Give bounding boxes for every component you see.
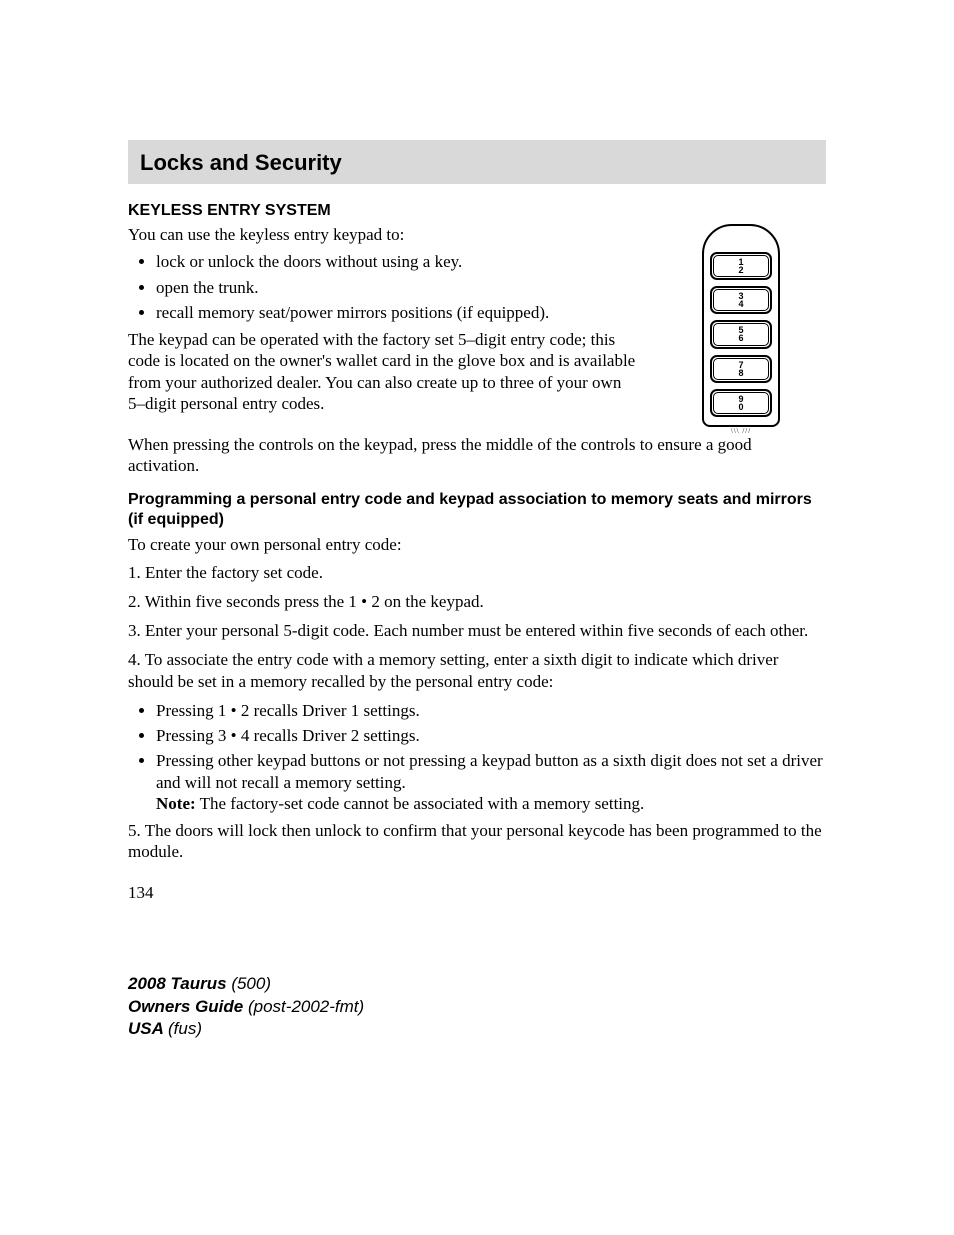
list-item: Pressing 1 • 2 recalls Driver 1 settings… bbox=[156, 700, 826, 721]
keypad-body: 1 2 3 4 5 6 bbox=[702, 224, 780, 427]
footer: 2008 Taurus (500) Owners Guide (post-200… bbox=[128, 973, 826, 1042]
note-label: Note: bbox=[156, 794, 196, 813]
footer-line-1: 2008 Taurus (500) bbox=[128, 973, 826, 996]
list-item: recall memory seat/power mirrors positio… bbox=[156, 302, 636, 323]
intro-paragraph: You can use the keyless entry keypad to: bbox=[128, 224, 636, 245]
key-digit-bot: 0 bbox=[738, 403, 743, 411]
note-text: The factory-set code cannot be associate… bbox=[196, 794, 645, 813]
chapter-header-bar: Locks and Security bbox=[128, 140, 826, 184]
key-digit-bot: 8 bbox=[738, 369, 743, 377]
body-paragraph: The keypad can be operated with the fact… bbox=[128, 329, 636, 414]
footer-region: USA bbox=[128, 1019, 168, 1038]
footer-region-code: (fus) bbox=[168, 1019, 202, 1038]
list-item: open the trunk. bbox=[156, 277, 636, 298]
body-paragraph: To create your own personal entry code: bbox=[128, 534, 826, 555]
intro-text-column: You can use the keyless entry keypad to:… bbox=[128, 224, 636, 420]
step-3: 3. Enter your personal 5-digit code. Eac… bbox=[128, 620, 826, 641]
keypad-figure-column: 1 2 3 4 5 6 bbox=[656, 224, 826, 434]
list-item: Pressing 3 • 4 recalls Driver 2 settings… bbox=[156, 725, 826, 746]
list-item-pre: Pressing other keypad buttons or not pre… bbox=[156, 751, 823, 791]
intro-columns: You can use the keyless entry keypad to:… bbox=[128, 224, 826, 434]
footer-guide: Owners Guide bbox=[128, 997, 248, 1016]
keypad-button-7-8: 7 8 bbox=[710, 355, 772, 383]
sub-heading: Programming a personal entry code and ke… bbox=[128, 490, 826, 530]
step-4: 4. To associate the entry code with a me… bbox=[128, 649, 826, 692]
keypad-button-1-2: 1 2 bbox=[710, 252, 772, 280]
body-paragraph: When pressing the controls on the keypad… bbox=[128, 434, 826, 477]
keypad-button-3-4: 3 4 bbox=[710, 286, 772, 314]
chapter-title: Locks and Security bbox=[140, 150, 814, 176]
footer-line-3: USA (fus) bbox=[128, 1018, 826, 1041]
step-1: 1. Enter the factory set code. bbox=[128, 562, 826, 583]
step-5: 5. The doors will lock then unlock to co… bbox=[128, 820, 826, 863]
keypad-button-9-0: 9 0 bbox=[710, 389, 772, 417]
page: Locks and Security KEYLESS ENTRY SYSTEM … bbox=[0, 0, 954, 1101]
footer-guide-fmt: (post-2002-fmt) bbox=[248, 997, 364, 1016]
keypad-base-lines: \\\ /// bbox=[731, 429, 751, 434]
key-digit-bot: 2 bbox=[738, 266, 743, 274]
footer-model: 2008 Taurus bbox=[128, 974, 231, 993]
page-number: 134 bbox=[128, 883, 826, 903]
footer-model-code: (500) bbox=[231, 974, 271, 993]
keypad-illustration: 1 2 3 4 5 6 bbox=[706, 224, 776, 434]
section-title: KEYLESS ENTRY SYSTEM bbox=[128, 202, 826, 220]
key-digit-bot: 4 bbox=[738, 300, 743, 308]
capability-list: lock or unlock the doors without using a… bbox=[128, 251, 636, 323]
keypad-button-5-6: 5 6 bbox=[710, 320, 772, 348]
footer-line-2: Owners Guide (post-2002-fmt) bbox=[128, 996, 826, 1019]
list-item: Pressing other keypad buttons or not pre… bbox=[156, 750, 826, 814]
key-digit-bot: 6 bbox=[738, 334, 743, 342]
memory-settings-list: Pressing 1 • 2 recalls Driver 1 settings… bbox=[128, 700, 826, 814]
list-item: lock or unlock the doors without using a… bbox=[156, 251, 636, 272]
step-2: 2. Within five seconds press the 1 • 2 o… bbox=[128, 591, 826, 612]
